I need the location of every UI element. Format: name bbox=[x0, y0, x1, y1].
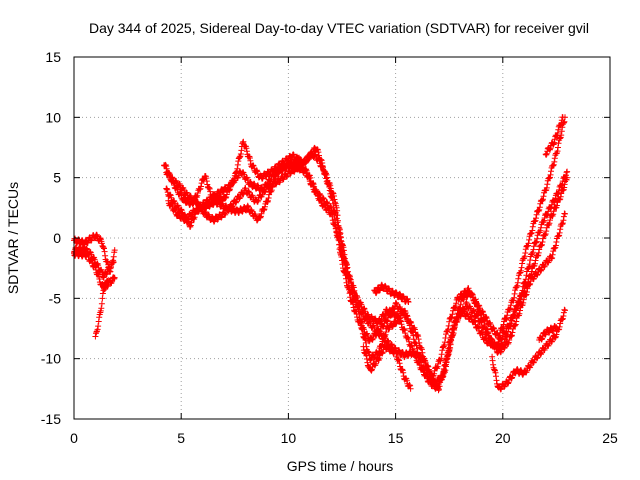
satellite-track bbox=[371, 281, 412, 305]
track-markers bbox=[163, 144, 571, 387]
track-markers bbox=[536, 323, 560, 343]
y-tick-label: 15 bbox=[45, 49, 61, 65]
axis-ticks bbox=[73, 56, 611, 420]
y-tick-labels: -15 -10 -5 0 5 10 15 bbox=[41, 49, 61, 427]
x-tick-label: 25 bbox=[602, 430, 618, 446]
x-tick-label: 5 bbox=[177, 430, 185, 446]
chart-title: Day 344 of 2025, Sidereal Day-to-day VTE… bbox=[89, 20, 589, 36]
y-tick-label: -5 bbox=[49, 290, 62, 306]
track-markers bbox=[489, 306, 568, 393]
y-tick-label: -10 bbox=[41, 351, 61, 367]
satellite-track bbox=[360, 342, 414, 392]
satellite-track bbox=[542, 114, 566, 158]
satellite-track bbox=[163, 144, 571, 387]
x-tick-label: 15 bbox=[388, 430, 404, 446]
x-tick-label: 0 bbox=[70, 430, 78, 446]
y-tick-label: 10 bbox=[45, 109, 61, 125]
data-points bbox=[71, 114, 571, 394]
track-markers bbox=[360, 342, 414, 392]
satellite-track bbox=[92, 277, 112, 340]
track-markers bbox=[92, 277, 112, 340]
x-axis-title: GPS time / hours bbox=[287, 458, 394, 474]
x-tick-label: 20 bbox=[495, 430, 511, 446]
track-markers bbox=[542, 114, 566, 158]
x-tick-labels: 0 5 10 15 20 25 bbox=[70, 430, 618, 446]
satellite-track bbox=[489, 306, 568, 393]
y-tick-label: 5 bbox=[53, 170, 61, 186]
track-markers bbox=[371, 281, 412, 305]
x-tick-label: 10 bbox=[281, 430, 297, 446]
y-axis-title: SDTVAR / TECUs bbox=[5, 182, 21, 294]
satellite-track bbox=[536, 323, 560, 343]
y-tick-label: 0 bbox=[53, 230, 61, 246]
y-tick-label: -15 bbox=[41, 411, 61, 427]
